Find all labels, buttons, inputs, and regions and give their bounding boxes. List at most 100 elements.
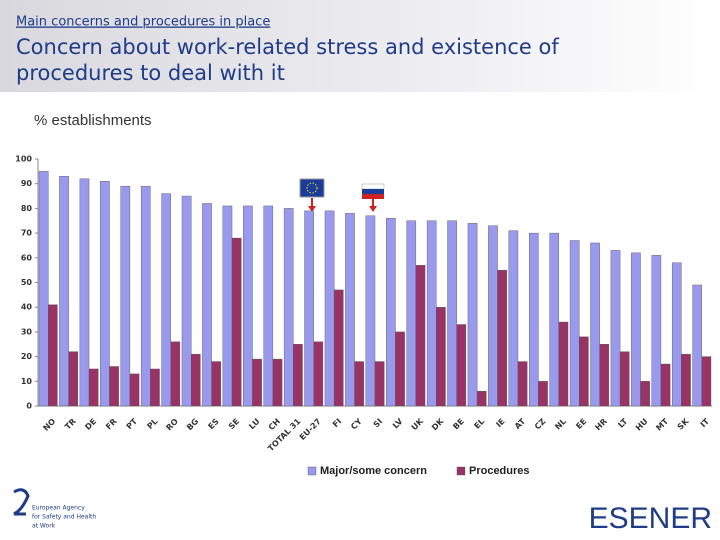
x-tick-label: HU xyxy=(634,417,650,433)
bar xyxy=(365,215,376,407)
bar xyxy=(508,230,519,407)
bar xyxy=(202,203,212,407)
agency-logo: European Agency for Safety and Health at… xyxy=(13,488,96,530)
header-band xyxy=(0,0,720,92)
bar xyxy=(651,255,662,407)
x-tick-label: LU xyxy=(247,417,261,431)
bar xyxy=(415,265,426,407)
bar xyxy=(129,373,140,407)
x-tick-label: SI xyxy=(372,417,385,430)
section-title: Main concerns and procedures in place xyxy=(16,15,270,30)
bar xyxy=(631,252,641,407)
bar xyxy=(497,269,507,407)
bar xyxy=(660,363,671,407)
bar xyxy=(243,205,253,407)
bar xyxy=(324,210,335,407)
x-tick-label: BG xyxy=(185,417,200,432)
bar xyxy=(190,353,201,407)
x-tick-label: EU-27 xyxy=(298,417,323,442)
bar xyxy=(386,218,396,407)
bar xyxy=(374,361,385,407)
bar xyxy=(48,304,58,407)
bar xyxy=(161,193,171,407)
eu-flag xyxy=(299,178,325,212)
x-tick-label: IT xyxy=(699,416,712,429)
x-tick-label: FI xyxy=(331,417,343,429)
legend-label: Major/some concern xyxy=(320,465,427,477)
bar xyxy=(354,361,364,407)
bar xyxy=(538,381,548,407)
bar xyxy=(222,205,233,407)
x-tick-label: ES xyxy=(206,417,220,431)
bar xyxy=(610,250,621,407)
bar xyxy=(456,324,467,407)
bar xyxy=(558,321,569,407)
x-tick-label: NO xyxy=(41,417,57,433)
bar xyxy=(79,178,90,407)
bar xyxy=(579,336,589,407)
bar xyxy=(120,185,131,407)
bar xyxy=(293,344,303,407)
x-tick-label: LT xyxy=(616,416,629,429)
bar xyxy=(263,205,274,407)
y-tick-label: 100 xyxy=(15,155,32,164)
bar xyxy=(59,176,69,407)
y-tick-label: 50 xyxy=(21,278,33,287)
agency-text: for Safety and Health xyxy=(32,514,96,521)
x-tick-label: PT xyxy=(125,416,140,431)
x-tick-label: FR xyxy=(104,417,119,432)
bar xyxy=(681,353,691,407)
bar xyxy=(671,262,682,407)
bar xyxy=(150,368,160,407)
x-tick-label: CZ xyxy=(533,417,548,432)
y-tick-label: 90 xyxy=(21,179,33,188)
bar xyxy=(100,181,110,407)
bar xyxy=(88,368,99,407)
x-tick-label: LV xyxy=(391,416,405,430)
x-tick-label: PL xyxy=(145,417,159,431)
y-tick-label: 40 xyxy=(21,303,33,312)
y-tick-label: 0 xyxy=(26,402,32,411)
legend-swatch xyxy=(307,466,317,476)
x-tick-label: CY xyxy=(349,417,364,432)
slide-title: Concern about work-related stress and ex… xyxy=(16,35,559,59)
esener-logo: ESENER xyxy=(589,502,712,535)
bar xyxy=(170,341,181,407)
bar xyxy=(569,240,580,407)
bar xyxy=(590,242,600,407)
x-tick-label: SK xyxy=(676,416,691,431)
slide-title: procedures to deal with it xyxy=(16,61,285,85)
bar xyxy=(488,225,498,407)
bar xyxy=(181,195,192,407)
y-tick-label: 30 xyxy=(21,327,33,336)
si-flag xyxy=(361,183,385,212)
x-tick-label: TR xyxy=(63,417,78,432)
agency-text: European Agency xyxy=(32,505,85,512)
y-tick-label: 10 xyxy=(21,377,33,386)
x-tick-label: IE xyxy=(494,417,506,429)
x-tick-label: SE xyxy=(227,417,241,431)
x-tick-label: AT xyxy=(513,416,528,431)
bar xyxy=(692,284,702,407)
bar xyxy=(304,210,314,407)
bar xyxy=(272,358,283,407)
legend-swatch xyxy=(456,466,466,476)
bar xyxy=(345,213,355,407)
legend-label: Procedures xyxy=(469,465,530,477)
bar xyxy=(476,390,487,407)
bar xyxy=(599,344,610,407)
bar xyxy=(619,351,630,407)
bar xyxy=(701,356,712,407)
bar xyxy=(252,358,262,407)
bar xyxy=(447,220,457,407)
bar xyxy=(395,331,405,407)
x-tick-label: NL xyxy=(553,417,568,432)
y-tick-label: 70 xyxy=(21,229,33,238)
bar xyxy=(517,361,528,407)
y-tick-label: 20 xyxy=(21,352,33,361)
y-axis-label: % establishments xyxy=(34,112,152,129)
x-tick-label: MT xyxy=(654,416,670,432)
bar xyxy=(313,341,324,407)
bar xyxy=(333,289,344,407)
